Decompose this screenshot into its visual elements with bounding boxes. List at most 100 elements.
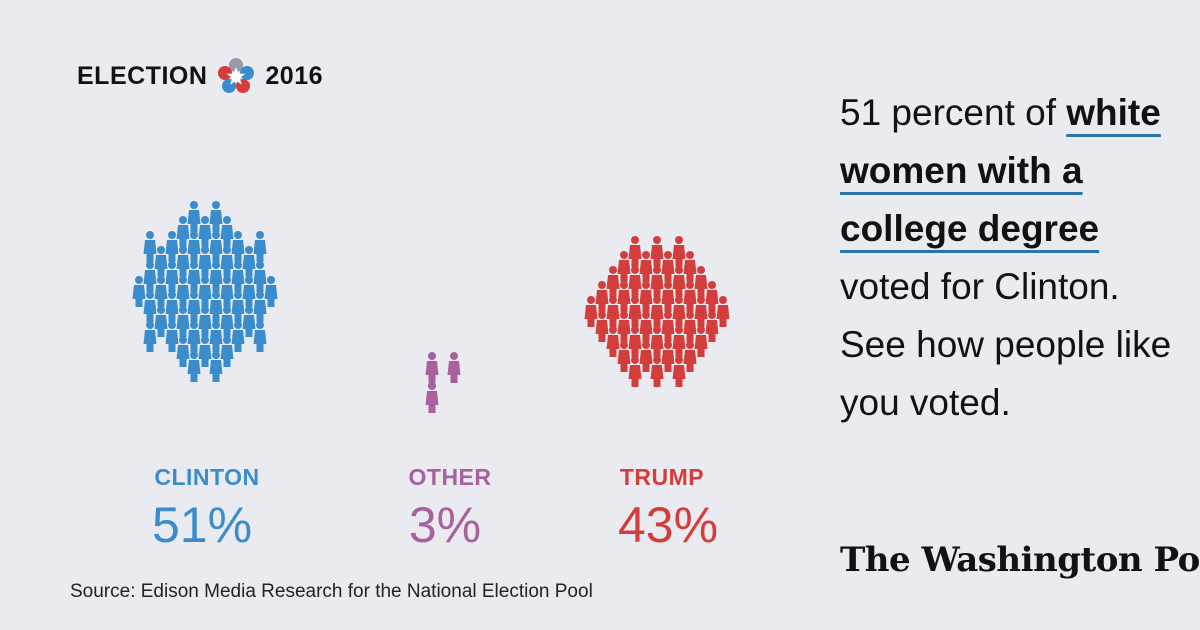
trump-person-1 [650,236,664,267]
trump-person-27 [661,311,675,342]
clinton-percent: 51% [151,497,253,553]
clinton-person-15 [154,246,168,277]
clinton-person-21 [143,261,157,292]
clinton-person-31 [209,291,223,322]
trump-person-37 [639,341,653,372]
clinton-person-17 [187,261,201,292]
clinton-person-26 [154,276,168,307]
pictogram-chart [132,201,730,413]
clinton-person-28 [132,276,146,307]
trump-person-42 [628,356,642,387]
clinton-person-1 [187,201,201,232]
header-election-label: ELECTION [77,61,208,90]
clinton-label: CLINTON [154,464,260,490]
trump-person-36 [694,326,708,357]
clinton-person-7 [209,231,223,262]
clinton-person-36 [198,306,212,337]
election-2016-header: ELECTION 2016 [77,56,323,96]
trump-label: TRUMP [619,464,705,490]
other-person-1 [425,352,439,383]
trump-percent: 43% [617,497,719,553]
clinton-person-50 [187,351,201,382]
clinton-person-9 [231,231,245,262]
clinton-person-25 [220,276,234,307]
clinton-person-32 [165,291,179,322]
trump-person-20 [628,296,642,327]
trump-person-7 [683,251,697,282]
trump-person-6 [617,251,631,282]
clinton-person-33 [231,291,245,322]
trump-person-33 [628,326,642,357]
trump-person-8 [650,266,664,297]
trump-person-30 [595,311,609,342]
clinton-person-10 [143,231,157,262]
trump-person-19 [650,296,664,327]
trump-person-17 [595,281,609,312]
clinton-person-22 [253,261,267,292]
clinton-person-19 [165,261,179,292]
trump-person-26 [639,311,653,342]
clinton-person-18 [209,261,223,292]
trump-person-32 [650,326,664,357]
trump-person-25 [716,296,730,327]
clinton-person-37 [176,306,190,337]
header-year-label: 2016 [265,61,324,90]
trump-person-4 [639,251,653,282]
trump-person-24 [584,296,598,327]
clinton-person-48 [176,336,190,367]
trump-person-31 [705,311,719,342]
trump-person-23 [694,296,708,327]
trump-person-35 [606,326,620,357]
clinton-person-44 [231,321,245,352]
trump-person-39 [617,341,631,372]
clinton-person-46 [253,321,267,352]
other-label: OTHER [408,464,492,490]
trump-person-12 [694,266,708,297]
clinton-person-47 [198,336,212,367]
clinton-person-12 [198,246,212,277]
other-person-3 [425,382,439,413]
headline: 51 percent of white women with a college… [840,84,1180,432]
trump-person-2 [628,236,642,267]
clinton-person-42 [209,321,223,352]
trump-person-11 [606,266,620,297]
clinton-person-35 [253,291,267,322]
headline-part1: 51 percent of [840,92,1056,133]
star-knot-icon [218,58,255,93]
trump-person-9 [628,266,642,297]
trump-person-15 [617,281,631,312]
trump-person-3 [672,236,686,267]
clinton-person-11 [253,231,267,262]
washington-post-logo: The Washington Post [840,540,1200,580]
other-person-2 [447,352,461,383]
trump-person-10 [672,266,686,297]
clinton-person-4 [176,216,190,247]
trump-person-14 [661,281,675,312]
trump-person-40 [683,341,697,372]
clinton-person-14 [220,246,234,277]
trump-person-43 [672,356,686,387]
trump-person-28 [617,311,631,342]
clinton-person-51 [209,351,223,382]
trump-person-29 [683,311,697,342]
clinton-person-3 [198,216,212,247]
headline-part2: voted for Clinton. See how people like y… [840,266,1172,423]
clinton-person-27 [242,276,256,307]
clinton-person-23 [198,276,212,307]
clinton-person-41 [187,321,201,352]
other-percent: 3% [408,497,482,553]
source-note: Source: Edison Media Research for the Na… [70,581,593,602]
clinton-person-40 [242,306,256,337]
clinton-person-30 [187,291,201,322]
trump-person-21 [672,296,686,327]
clinton-person-5 [220,216,234,247]
clinton-person-20 [231,261,245,292]
trump-person-16 [683,281,697,312]
trump-person-22 [606,296,620,327]
clinton-person-49 [220,336,234,367]
trump-person-38 [661,341,675,372]
clinton-person-13 [176,246,190,277]
trump-person-5 [661,251,675,282]
clinton-person-16 [242,246,256,277]
headline-highlight-link[interactable]: white women with a college degree [840,92,1161,249]
